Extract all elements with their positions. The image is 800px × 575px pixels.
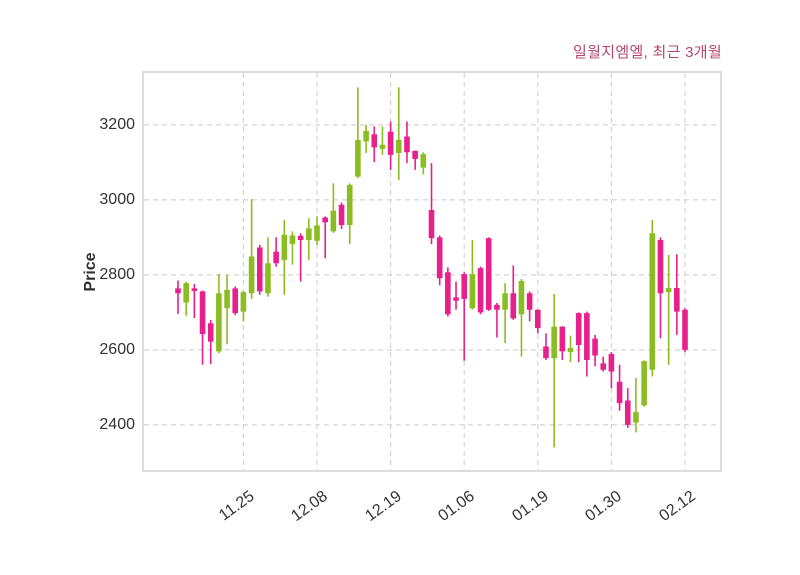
candle-body bbox=[420, 154, 427, 168]
candle-body bbox=[175, 288, 181, 294]
candle-body bbox=[371, 134, 378, 148]
candle-body bbox=[641, 361, 647, 406]
candle-body bbox=[232, 288, 239, 314]
y-tick-label: 2800 bbox=[99, 265, 135, 283]
candle-body bbox=[412, 150, 418, 159]
candle-body bbox=[633, 412, 639, 423]
candle-body bbox=[518, 280, 525, 315]
candle-body bbox=[657, 240, 664, 294]
candle-body bbox=[567, 348, 574, 353]
candle-body bbox=[224, 289, 230, 309]
candle-body bbox=[485, 238, 492, 310]
candle-body bbox=[624, 400, 631, 425]
chart-title: 일월지엠엘, 최근 3개월 bbox=[573, 44, 722, 61]
candle-body bbox=[281, 234, 288, 260]
candle-body bbox=[346, 184, 353, 225]
candle-body bbox=[297, 235, 304, 240]
candle-body bbox=[436, 237, 443, 279]
candle-body bbox=[314, 225, 320, 241]
candle-body bbox=[387, 131, 394, 155]
candle-body bbox=[445, 272, 451, 315]
candle-body bbox=[240, 292, 247, 312]
candle-body bbox=[330, 210, 337, 232]
candle-body bbox=[207, 323, 214, 342]
candle-body bbox=[600, 363, 607, 370]
candle-body bbox=[682, 309, 688, 350]
y-tick-label: 3200 bbox=[99, 115, 135, 133]
y-tick-label: 2600 bbox=[99, 340, 135, 358]
candle-body bbox=[543, 346, 549, 359]
candle-body bbox=[551, 326, 557, 359]
candle-body bbox=[510, 293, 517, 319]
candle-body bbox=[428, 210, 435, 239]
candle-body bbox=[395, 139, 402, 153]
candle-body bbox=[363, 130, 369, 142]
candle-body bbox=[289, 235, 296, 245]
candle-body bbox=[404, 136, 410, 153]
candle-body bbox=[379, 144, 386, 149]
candle-body bbox=[273, 251, 279, 264]
candle-body bbox=[191, 288, 198, 291]
candle-body bbox=[306, 228, 312, 240]
candle-body bbox=[256, 247, 263, 292]
candle-body bbox=[453, 297, 459, 301]
candle-body bbox=[494, 304, 500, 310]
candle-body bbox=[248, 256, 255, 294]
candle-body bbox=[665, 288, 672, 293]
candle-body bbox=[616, 381, 623, 404]
y-tick-label: 3000 bbox=[99, 190, 135, 208]
candle-body bbox=[355, 139, 361, 177]
candle-body bbox=[183, 283, 189, 303]
candle-body bbox=[649, 233, 656, 370]
candle-body bbox=[575, 313, 582, 345]
y-tick-label: 2400 bbox=[99, 415, 135, 433]
candle-body bbox=[502, 293, 508, 310]
candle-body bbox=[559, 326, 566, 352]
candle-body bbox=[526, 293, 533, 310]
candle-body bbox=[461, 274, 468, 299]
candle-body bbox=[592, 338, 598, 356]
candle-body bbox=[469, 274, 476, 309]
plot-border bbox=[142, 71, 722, 472]
candle-body bbox=[608, 354, 615, 372]
candle-body bbox=[674, 288, 680, 312]
candle-body bbox=[322, 217, 328, 223]
candle-body bbox=[216, 293, 222, 352]
candle-body bbox=[477, 268, 484, 313]
candle-body bbox=[338, 204, 345, 225]
candle-body bbox=[584, 313, 590, 360]
candle-body bbox=[199, 291, 206, 335]
candle-body bbox=[535, 309, 541, 329]
candle-body bbox=[265, 263, 271, 294]
